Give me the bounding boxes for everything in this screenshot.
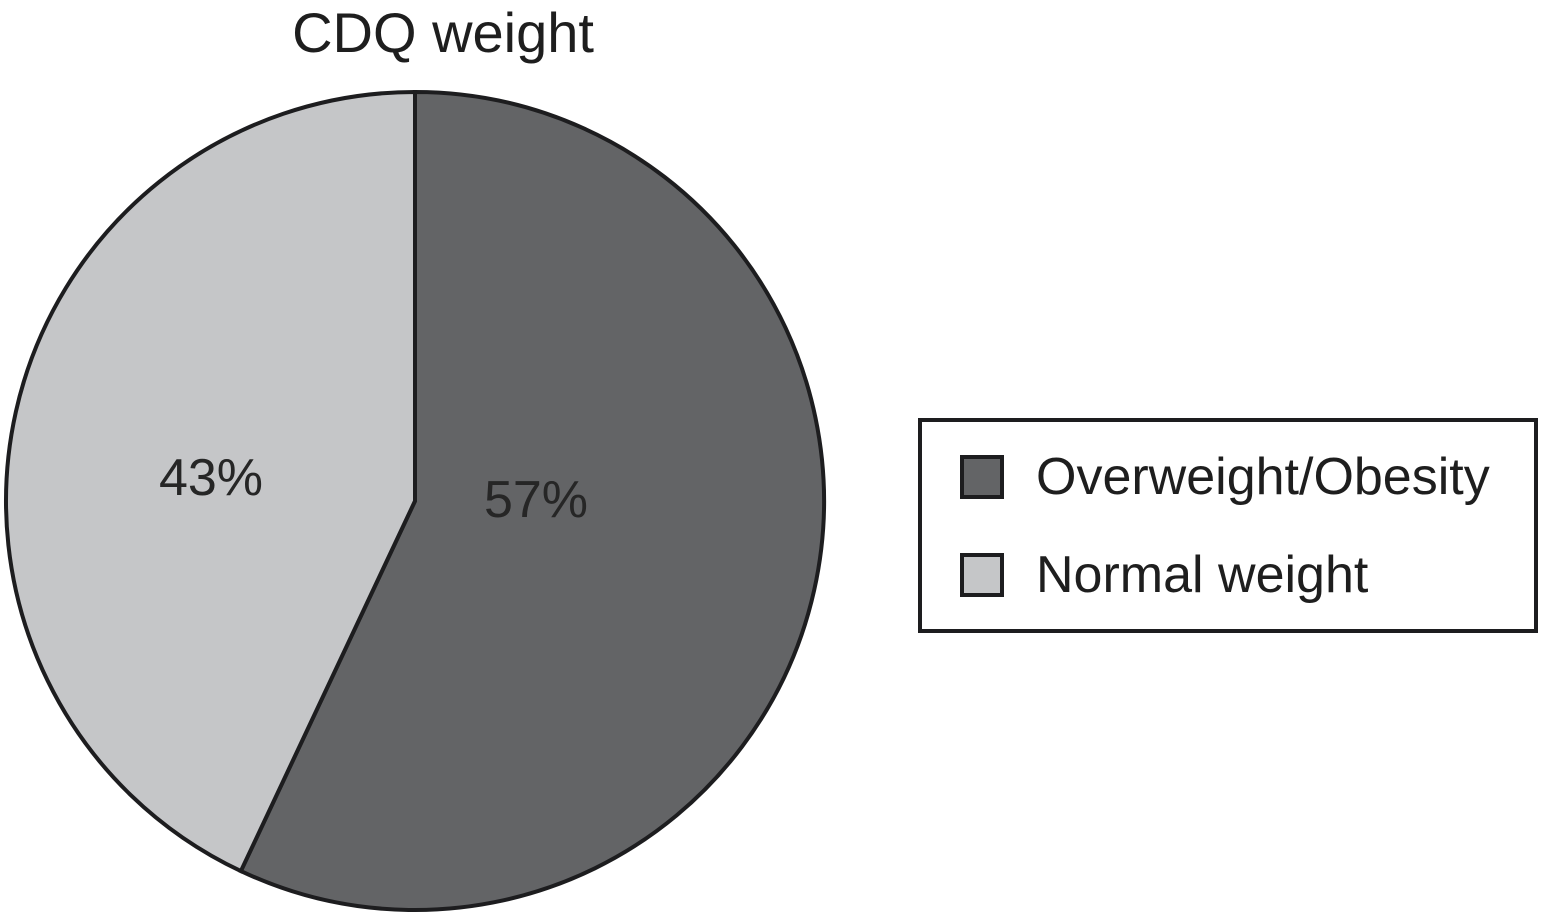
pie-percent-label-overweight-obesity: 57%: [483, 471, 589, 529]
legend-swatch-normal-weight: [960, 552, 1004, 597]
legend-item-normal-weight: Normal weight: [960, 545, 1534, 605]
legend-item-overweight-obesity: Overweight/Obesity: [960, 447, 1534, 507]
legend: Overweight/Obesity Normal weight: [918, 418, 1538, 633]
pie-percent-label-normal-weight: 43%: [158, 449, 264, 507]
chart-title: CDQ weight: [292, 1, 594, 64]
pie-slice-overweight-obesity: [238, 89, 827, 912]
legend-label-overweight-obesity: Overweight/Obesity: [1036, 447, 1490, 506]
pie-slice-normal-weight: [4, 89, 417, 874]
legend-label-normal-weight: Normal weight: [1036, 545, 1369, 604]
legend-swatch-overweight-obesity: [960, 454, 1004, 499]
